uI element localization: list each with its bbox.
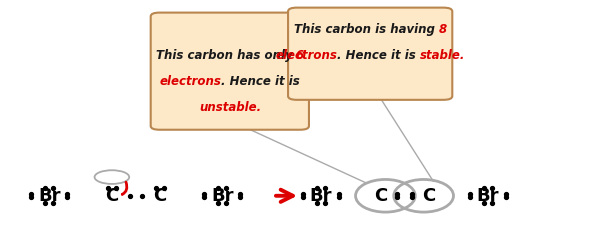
- Text: Br: Br: [477, 187, 499, 205]
- Text: . Hence it is: . Hence it is: [337, 49, 420, 62]
- Text: 6: 6: [296, 49, 304, 62]
- FancyBboxPatch shape: [288, 8, 452, 100]
- Text: This carbon has only: This carbon has only: [156, 49, 296, 62]
- Text: C: C: [105, 187, 118, 205]
- FancyBboxPatch shape: [151, 13, 309, 130]
- Text: C: C: [374, 187, 387, 205]
- Text: Br: Br: [38, 187, 61, 205]
- Text: . Hence it is: . Hence it is: [221, 75, 300, 88]
- Text: electrons: electrons: [275, 49, 337, 62]
- FancyArrowPatch shape: [122, 182, 127, 194]
- Text: unstable.: unstable.: [199, 101, 261, 114]
- Text: This carbon is having: This carbon is having: [294, 23, 439, 36]
- Text: Br: Br: [310, 187, 332, 205]
- Text: C: C: [153, 187, 166, 205]
- Text: electrons: electrons: [160, 75, 222, 88]
- Text: Br: Br: [211, 187, 233, 205]
- Text: C: C: [422, 187, 435, 205]
- Text: 8: 8: [438, 23, 446, 36]
- Text: stable.: stable.: [419, 49, 465, 62]
